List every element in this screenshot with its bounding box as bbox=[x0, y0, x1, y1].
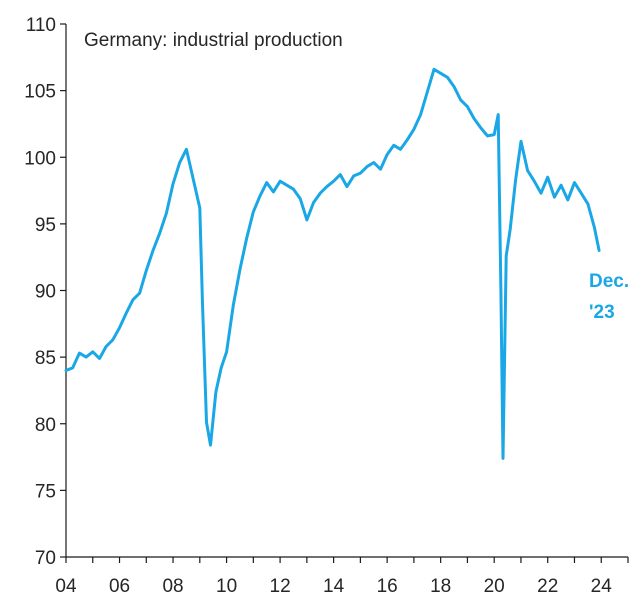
y-tick-label: 70 bbox=[35, 548, 56, 569]
y-tick-label: 110 bbox=[26, 15, 56, 36]
x-tick-label: 16 bbox=[377, 576, 398, 597]
series-line bbox=[64, 67, 601, 460]
y-tick-label: 85 bbox=[35, 348, 56, 369]
end-label-year: '23 bbox=[589, 302, 615, 323]
y-tick-label: 75 bbox=[35, 481, 56, 502]
x-tick-label: 24 bbox=[591, 576, 613, 597]
x-tick-label: 14 bbox=[323, 576, 345, 597]
y-tick-label: 80 bbox=[35, 415, 56, 436]
x-tick-label: 08 bbox=[162, 576, 183, 597]
x-tick-label: 12 bbox=[270, 576, 291, 597]
x-tick-label: 20 bbox=[484, 576, 505, 597]
y-tick-label: 100 bbox=[24, 148, 56, 169]
ticks: 70 75 80 85 90 95 100 105 110 04 06 08 10 12 14 16 18 20 2… bbox=[24, 15, 629, 597]
y-tick-label: 105 bbox=[24, 82, 56, 103]
chart-title: Germany: industrial production bbox=[84, 30, 343, 51]
x-tick-label: 04 bbox=[55, 576, 77, 597]
y-tick-label: 90 bbox=[35, 282, 56, 303]
x-tick-label: 06 bbox=[109, 576, 130, 597]
x-tick-label: 18 bbox=[430, 576, 451, 597]
end-label-month: Dec. bbox=[589, 271, 629, 292]
y-tick-label: 95 bbox=[35, 215, 56, 236]
x-tick-label: 22 bbox=[537, 576, 558, 597]
series-layer bbox=[64, 67, 601, 460]
x-tick-label: 10 bbox=[216, 576, 237, 597]
